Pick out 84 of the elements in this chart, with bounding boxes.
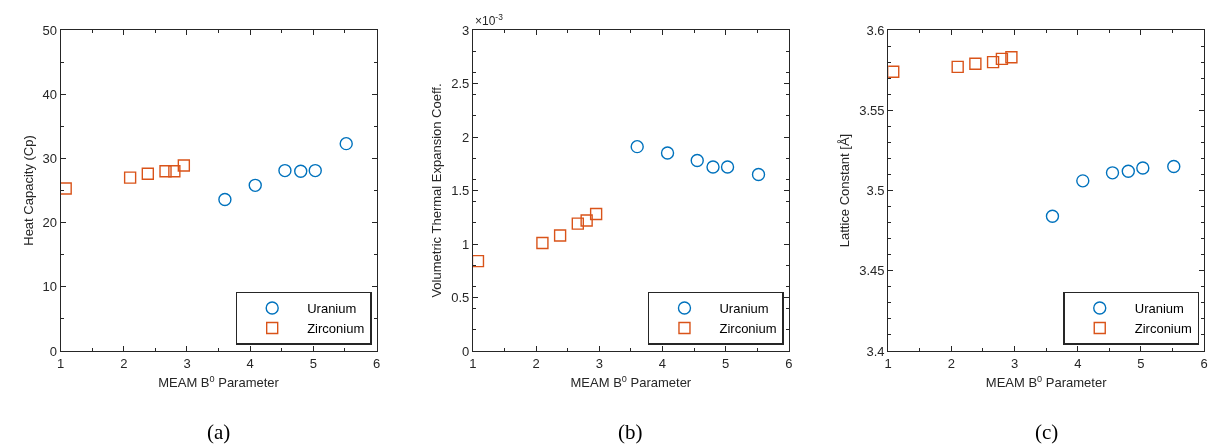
point	[1167, 159, 1181, 174]
y-axis-title: Heat Capacity (Cp)	[20, 135, 36, 246]
x-tick-label: 5	[1137, 355, 1145, 371]
text: ×10$^{-3}$	[475, 12, 504, 29]
y-tick-label: 0	[462, 343, 470, 359]
point	[951, 60, 964, 74]
y-tick-label: 0.5	[451, 290, 470, 306]
y-tick-label: 3.55	[859, 102, 885, 118]
point	[536, 236, 549, 250]
point	[177, 159, 191, 172]
point	[159, 165, 172, 178]
point	[308, 163, 322, 178]
point	[706, 160, 720, 174]
point	[168, 165, 181, 178]
y-axis-title: Lattice Constant [Å]	[837, 133, 853, 248]
point	[630, 139, 644, 154]
legend-label: Uranium	[719, 301, 769, 317]
y-tick-label: 0	[49, 343, 58, 359]
y-tick-label: 3.5	[866, 183, 885, 199]
x-tick-label: 5	[722, 355, 730, 371]
y-tick-label: 40	[42, 86, 58, 102]
point	[589, 207, 603, 221]
x-tick-label: 2	[120, 355, 128, 371]
point	[580, 214, 593, 227]
x-axis-title: MEAM B$^{0}$ Parameter	[570, 373, 692, 391]
point	[1121, 164, 1135, 178]
point	[278, 163, 292, 178]
y-tick-label: 3	[462, 22, 470, 38]
text: (b)	[618, 420, 643, 444]
point	[248, 178, 262, 193]
y-tick-label: 50	[42, 22, 58, 38]
x-tick-label: 3	[1010, 355, 1019, 371]
x-tick-label: 6	[1200, 355, 1208, 371]
legend-label: Uranium	[307, 301, 357, 317]
point	[995, 52, 1009, 66]
y-tick-label: 2.5	[451, 76, 470, 92]
point	[339, 136, 353, 151]
point	[1105, 166, 1120, 180]
point	[986, 55, 1000, 69]
point	[1005, 51, 1018, 64]
y-axis-title: Volumetric Thermal Expansion Coeff.	[429, 83, 445, 298]
point	[141, 167, 155, 181]
x-tick-label: 6	[372, 355, 381, 371]
y-tick-label: 20	[42, 215, 58, 231]
x-tick-label: 5	[309, 355, 317, 371]
x-axis-title: MEAM B$^{0}$ Parameter	[985, 373, 1108, 391]
y-tick-label: 30	[42, 150, 58, 166]
text: (a)	[207, 420, 231, 444]
x-tick-label: 4	[246, 355, 254, 371]
point	[472, 254, 485, 268]
point	[660, 146, 675, 160]
point	[1136, 161, 1150, 175]
point	[571, 217, 585, 230]
x-tick-label: 6	[785, 355, 793, 371]
text: (c)	[1035, 420, 1059, 444]
point	[1045, 209, 1060, 223]
legend-label: Uranium	[1134, 301, 1184, 317]
point	[294, 164, 308, 178]
x-tick-label: 4	[658, 355, 667, 371]
x-tick-label: 4	[1074, 355, 1082, 371]
point	[690, 153, 704, 168]
legend-label: Zirconium	[719, 321, 777, 336]
y-tick-label: 10	[42, 279, 58, 295]
y-tick-label: 3.45	[859, 263, 885, 279]
y-tick-label: 1	[462, 236, 470, 252]
x-tick-label: 2	[532, 355, 540, 371]
point	[123, 171, 137, 184]
y-tick-label: 1.5	[451, 183, 470, 199]
y-tick-label: 3.6	[866, 22, 885, 38]
x-tick-label: 3	[595, 355, 603, 371]
point	[969, 57, 982, 70]
y-tick-label: 3.4	[866, 343, 885, 359]
point	[720, 160, 735, 174]
x-tick-label: 3	[183, 355, 191, 371]
x-tick-label: 2	[947, 355, 955, 371]
point	[218, 192, 232, 207]
point	[888, 65, 900, 78]
legend-label: Zirconium	[307, 321, 365, 336]
legend-label: Zirconium	[1134, 321, 1192, 336]
y-tick-label: 2	[462, 129, 470, 145]
x-axis-title: MEAM B$^{0}$ Parameter	[158, 373, 280, 391]
point	[553, 229, 567, 242]
point	[751, 167, 766, 182]
point	[1076, 174, 1090, 188]
